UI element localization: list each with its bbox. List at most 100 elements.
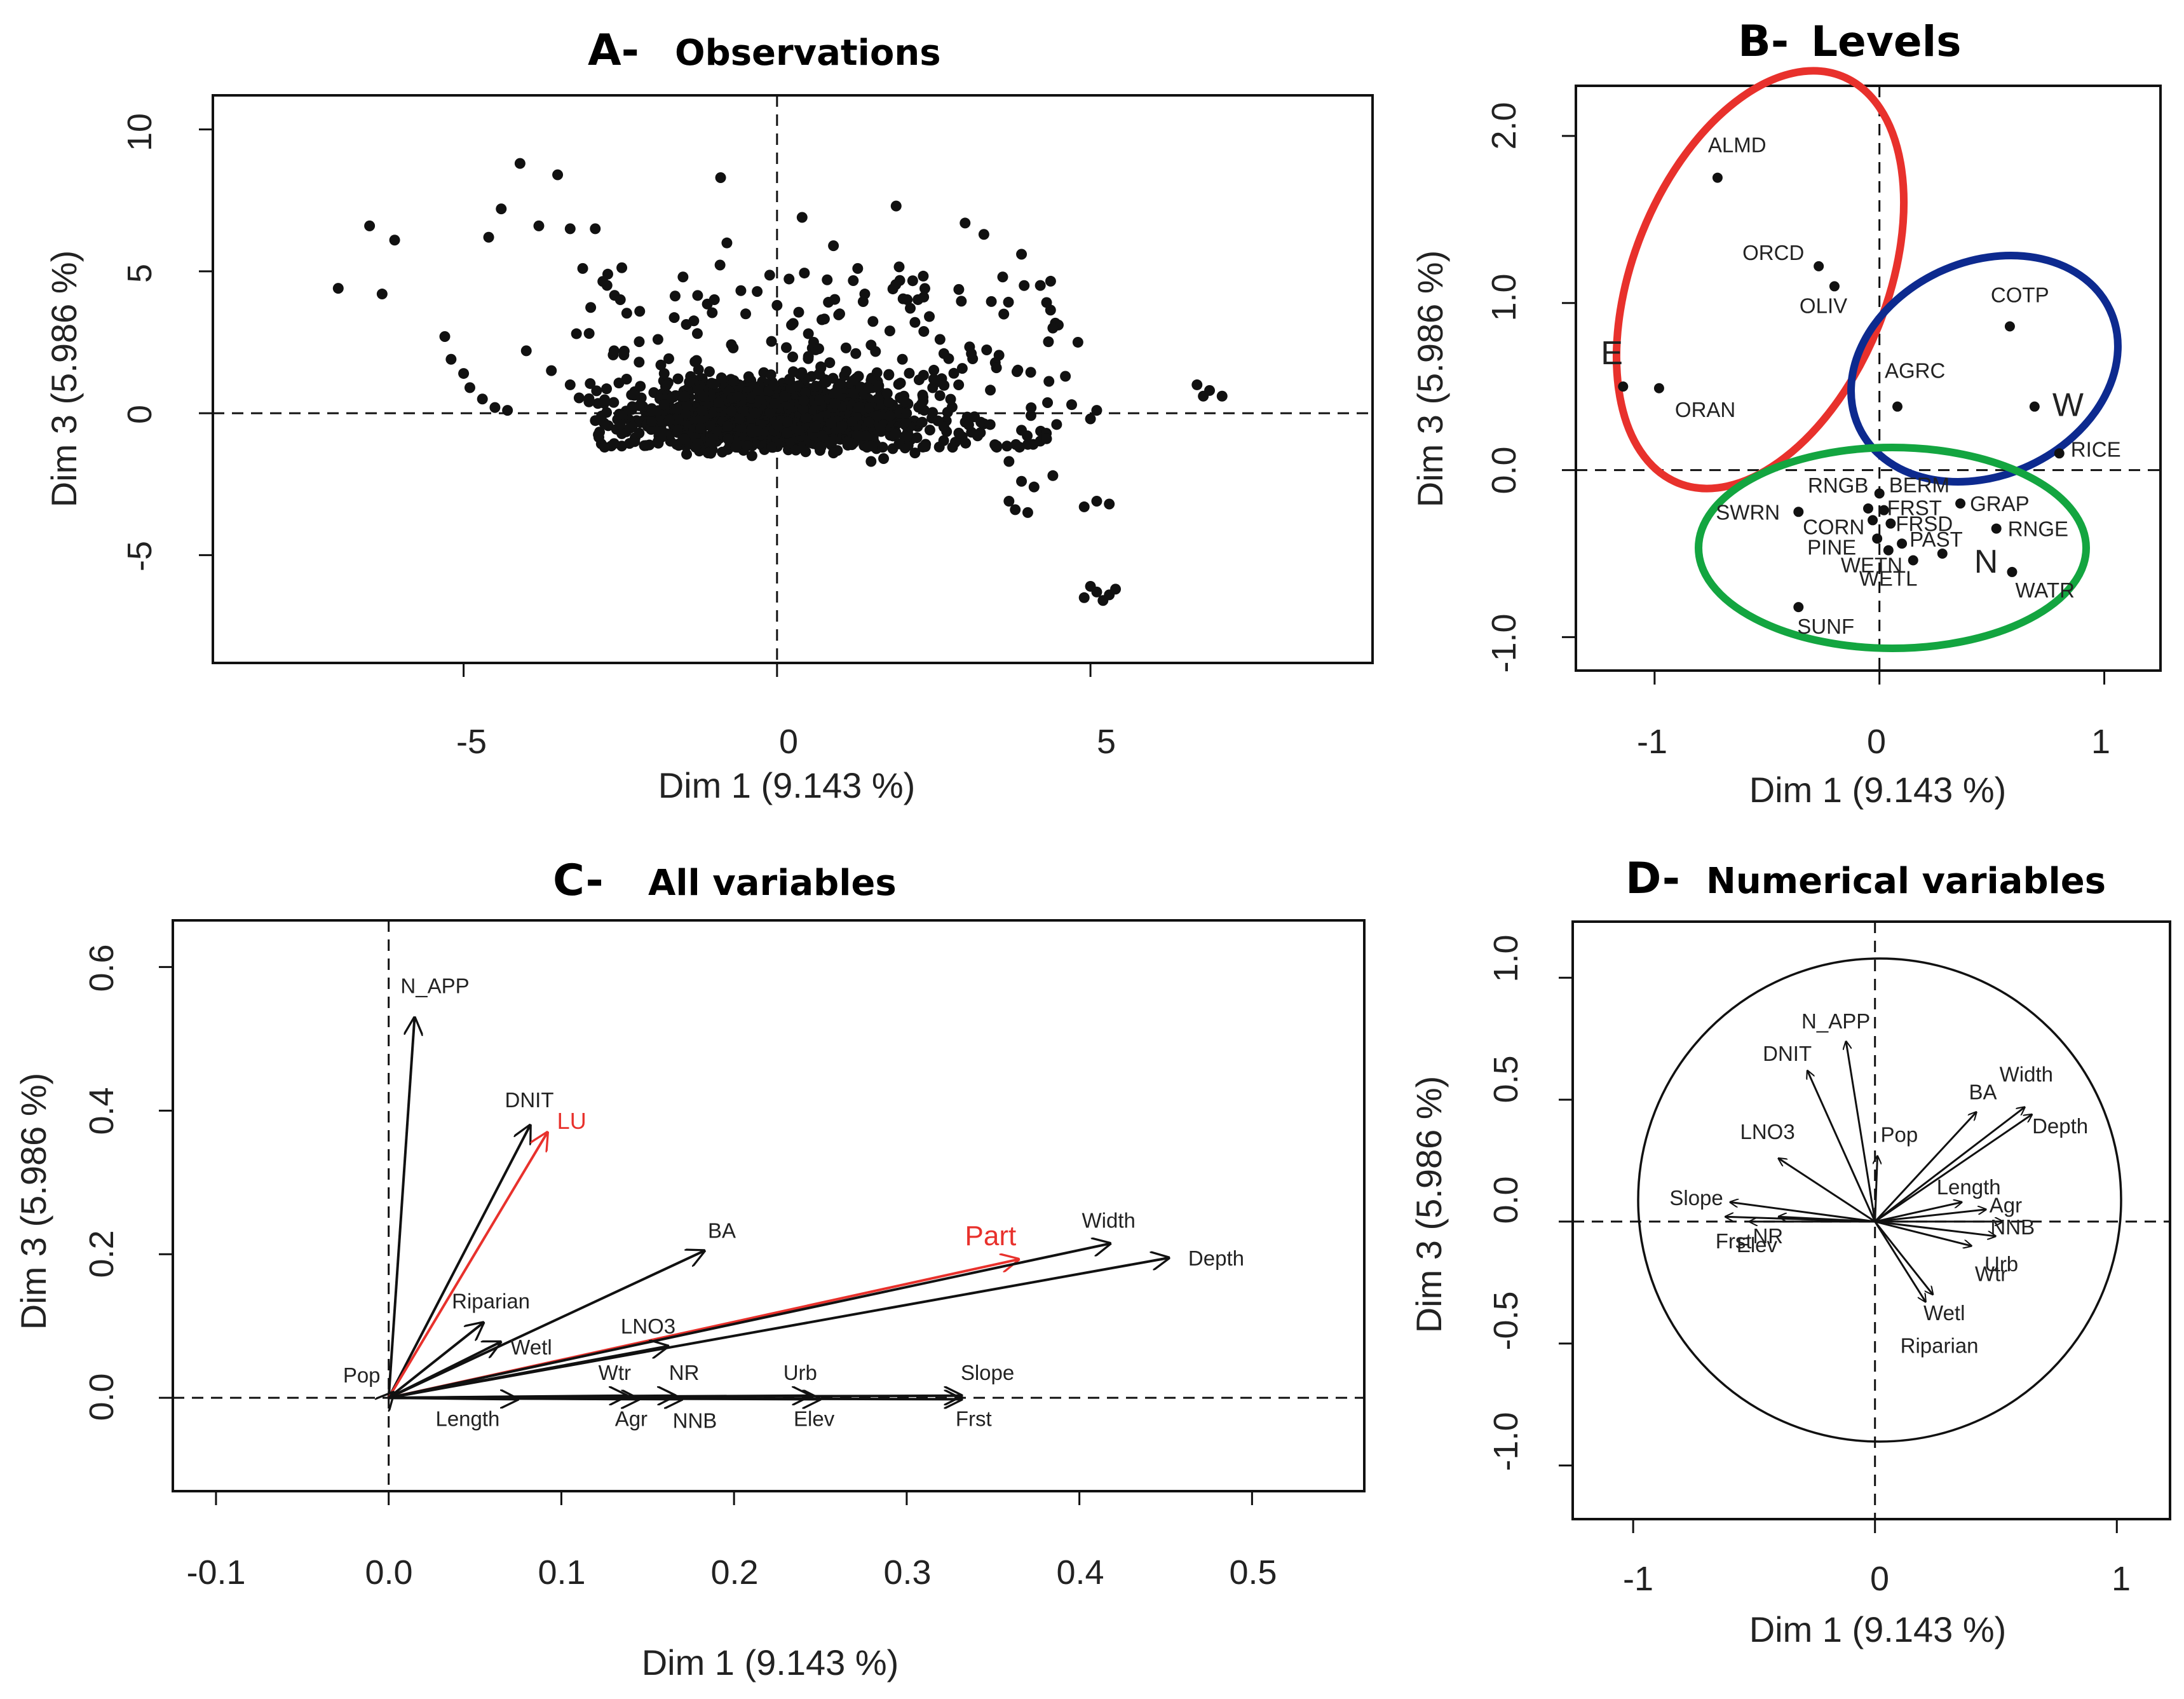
level-point bbox=[1814, 261, 1824, 271]
observation-point bbox=[998, 308, 1010, 320]
observation-point bbox=[663, 414, 675, 425]
observation-point bbox=[918, 291, 930, 303]
observation-point bbox=[1041, 433, 1052, 444]
variable-arrow bbox=[1875, 1220, 1996, 1236]
observation-point bbox=[890, 428, 901, 440]
observation-point bbox=[668, 312, 680, 324]
observation-point bbox=[1216, 390, 1228, 402]
observation-point bbox=[658, 368, 670, 379]
observation-point bbox=[993, 350, 1005, 361]
observation-point bbox=[616, 262, 628, 273]
observation-point bbox=[688, 315, 700, 327]
level-point bbox=[1618, 381, 1629, 392]
observation-point bbox=[1198, 390, 1209, 402]
level-point bbox=[1874, 488, 1885, 499]
observation-point bbox=[608, 397, 620, 408]
observation-point bbox=[740, 308, 752, 320]
variable-label: Length bbox=[1937, 1175, 2001, 1199]
observation-point bbox=[784, 374, 796, 385]
observation-point bbox=[909, 317, 921, 328]
observation-point bbox=[464, 382, 475, 393]
observation-point bbox=[614, 419, 626, 430]
level-label: AGRC bbox=[1885, 359, 1945, 383]
observation-point bbox=[734, 413, 745, 425]
observation-point bbox=[483, 231, 494, 243]
observation-point bbox=[1047, 470, 1059, 481]
observation-point bbox=[722, 433, 734, 445]
panel-d-letter: D- bbox=[1625, 854, 1680, 904]
level-point bbox=[2029, 401, 2040, 412]
panel-a-xtick: 5 bbox=[1097, 723, 1116, 761]
variable-label: Agr bbox=[615, 1407, 648, 1430]
variable-arrow bbox=[388, 1251, 705, 1399]
level-point bbox=[1712, 172, 1723, 183]
observation-point bbox=[884, 411, 895, 422]
observation-point bbox=[635, 381, 646, 392]
group-ellipse-n bbox=[1695, 444, 2090, 652]
observation-point bbox=[1019, 280, 1030, 291]
observation-point bbox=[672, 403, 683, 414]
observation-point bbox=[884, 325, 895, 337]
panel-a-ylabel: Dim 3 (5.986 %) bbox=[44, 250, 84, 508]
observation-point bbox=[679, 390, 691, 402]
observation-point bbox=[771, 419, 783, 430]
panel-c-frame bbox=[172, 919, 1366, 1492]
variable-arrow bbox=[1730, 1202, 1875, 1223]
observation-point bbox=[917, 389, 928, 400]
panel-c-xtick: 0.1 bbox=[538, 1553, 585, 1592]
panel-b-ylabel: Dim 3 (5.986 %) bbox=[1410, 250, 1450, 508]
observation-point bbox=[721, 237, 733, 249]
observation-point bbox=[829, 294, 841, 305]
observation-point bbox=[583, 328, 595, 339]
observation-point bbox=[990, 440, 1001, 452]
observation-point bbox=[1045, 275, 1056, 287]
observation-point bbox=[693, 384, 704, 395]
observation-point bbox=[948, 367, 960, 379]
variable-label: NNB bbox=[1990, 1215, 2035, 1239]
observation-point bbox=[840, 342, 851, 353]
panel-b-xtick: 1 bbox=[2091, 723, 2110, 761]
panel-a-points bbox=[332, 158, 1228, 606]
level-point bbox=[1897, 538, 1908, 549]
level-point bbox=[1868, 515, 1878, 526]
level-point bbox=[1991, 523, 2002, 534]
observation-point bbox=[787, 351, 799, 363]
observation-point bbox=[835, 378, 846, 390]
panel-c-xtick: 0.4 bbox=[1056, 1553, 1104, 1592]
observation-point bbox=[803, 328, 814, 339]
level-point bbox=[1793, 507, 1804, 517]
observation-point bbox=[627, 421, 638, 432]
observation-point bbox=[663, 353, 674, 364]
level-point bbox=[1863, 503, 1873, 514]
observation-point bbox=[652, 436, 663, 447]
observation-point bbox=[546, 365, 557, 376]
observation-point bbox=[1060, 371, 1071, 382]
panel-b-letter: B- bbox=[1738, 17, 1789, 67]
observation-point bbox=[706, 378, 717, 389]
variable-arrow bbox=[1874, 1112, 1977, 1222]
observation-point bbox=[690, 442, 702, 453]
observation-point bbox=[716, 372, 727, 383]
observation-point bbox=[1016, 475, 1028, 487]
level-label: ORAN bbox=[1675, 398, 1735, 421]
observation-point bbox=[445, 353, 457, 365]
panel-b-ytick: 0.0 bbox=[1485, 446, 1523, 494]
observation-point bbox=[652, 334, 663, 345]
observation-point bbox=[577, 263, 588, 274]
observation-point bbox=[938, 435, 949, 446]
panel-d-ytick: -1.0 bbox=[1487, 1412, 1525, 1471]
panel-a-observations: -5 0 5 -5 0 5 10 Dim 1 (9.143 %) Dim 3 (… bbox=[44, 94, 1374, 805]
observation-point bbox=[502, 405, 513, 416]
variable-label: Width bbox=[1082, 1208, 1136, 1232]
observation-point bbox=[820, 376, 832, 388]
observation-point bbox=[749, 407, 761, 419]
panel-b-xtick: -1 bbox=[1637, 723, 1667, 761]
level-label: CORN bbox=[1803, 515, 1864, 538]
panel-b-xtick: 0 bbox=[1867, 723, 1886, 761]
observation-point bbox=[850, 348, 862, 359]
panel-a-xtick: 0 bbox=[779, 723, 798, 761]
observation-point bbox=[1001, 440, 1013, 452]
variable-arrow bbox=[1874, 1221, 1926, 1302]
observation-point bbox=[681, 449, 693, 460]
